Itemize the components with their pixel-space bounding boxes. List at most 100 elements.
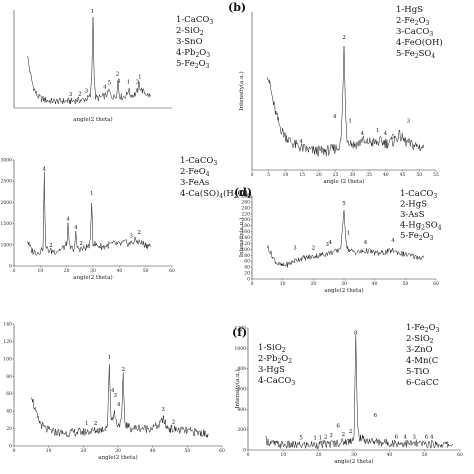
y-tick-label: 1500 xyxy=(1,221,13,227)
y-tick-label: 240 xyxy=(241,205,250,211)
peak-label: 1 xyxy=(348,119,352,125)
y-axis-label: Intensity(a.u.) xyxy=(238,218,245,257)
peak-label: 3 xyxy=(293,245,297,251)
x-tick-label: 10 xyxy=(280,281,286,287)
peak-label: 4 xyxy=(361,131,365,137)
x-tick-label: 30 xyxy=(90,268,96,274)
legend-entry: 5-Fe2​O3​ xyxy=(400,231,434,242)
y-tick-label: 200 xyxy=(241,217,250,223)
legend-entry: 4-Ca(SO)4​(H2​O)2​ xyxy=(180,188,252,200)
peak-label: 3 xyxy=(325,242,329,248)
x-tick-label: 15 xyxy=(299,172,305,178)
x-tick-label: 5 xyxy=(267,172,270,178)
x-tick-label: 45 xyxy=(400,172,406,178)
xrd-trace xyxy=(27,16,152,105)
peak-label: 4 xyxy=(74,225,78,231)
xrd-trace xyxy=(267,45,424,157)
peak-label: 4 xyxy=(117,402,121,408)
x-tick-label: 0 xyxy=(13,448,16,454)
peak-label: 3 xyxy=(135,80,139,86)
peak-label: 2 xyxy=(94,421,98,427)
peak-label: 3 xyxy=(407,119,411,125)
x-tick-label: 25 xyxy=(333,172,339,178)
y-tick-label: 80 xyxy=(244,253,250,259)
y-tick-label: 1000 xyxy=(1,242,13,248)
peak-label: 3 xyxy=(129,233,133,239)
x-axis-label: angle(2 theta) xyxy=(98,454,137,461)
peak-label: 2 xyxy=(121,367,125,373)
peak-label: 4 xyxy=(364,240,368,246)
y-tick-label: 80 xyxy=(6,374,12,380)
xrd-panel-c: 0 10 20 30 40 50 60010001500200025003000angle(… xyxy=(1,156,252,281)
x-tick-label: 30 xyxy=(349,172,355,178)
legend-entry: 4-Pb2​O3​ xyxy=(176,48,210,59)
peak-label: 4 xyxy=(111,388,115,394)
peak-label: 2 xyxy=(342,35,346,41)
x-tick-label: 40 xyxy=(383,172,389,178)
legend-entry: 3-FeAs xyxy=(180,178,209,188)
xrd-trace xyxy=(31,364,209,438)
y-tick-label: 800 xyxy=(237,366,246,372)
legend-entry: 3-AsS xyxy=(400,210,425,220)
x-tick-label: 30 xyxy=(341,281,347,287)
x-tick-label: 20 xyxy=(64,268,70,274)
x-tick-label: 0 xyxy=(247,452,250,458)
y-tick-label: 260 xyxy=(241,199,250,205)
peak-label: 6 xyxy=(373,413,377,419)
peak-label: 2 xyxy=(172,419,176,425)
peak-label: 1 xyxy=(138,75,142,81)
legend-entry: 3-HgS xyxy=(258,365,285,375)
x-tick-label: 60 xyxy=(169,268,175,274)
peak-label: 2 xyxy=(324,435,328,441)
peak-label: 1 xyxy=(108,355,112,361)
peak-label: 6 xyxy=(336,423,340,429)
x-tick-label: 50 xyxy=(422,452,428,458)
y-axis-label: Intensity(a.u.) xyxy=(234,369,241,408)
y-axis-label: Intensity(a.u.) xyxy=(238,71,245,110)
panel-letter: (b) xyxy=(228,1,246,14)
peak-label: 4 xyxy=(43,167,47,173)
y-tick-label: 1000 xyxy=(235,346,247,352)
y-tick-label: 20 xyxy=(244,271,250,277)
peak-label: 2 xyxy=(78,91,82,97)
xrd-trace xyxy=(265,334,454,449)
legend-entry: 3-ZnO xyxy=(406,345,433,355)
peak-label: 4 xyxy=(66,216,70,222)
legend-entry: 2-SiO2​ xyxy=(406,334,434,345)
y-tick-label: 2000 xyxy=(1,200,13,206)
legend-entry: 1-CaCO3​ xyxy=(180,156,217,167)
peak-label: 2 xyxy=(49,243,53,249)
peak-label: 8 xyxy=(354,331,358,337)
legend-entry: 4-Mn(C xyxy=(406,355,438,366)
peak-label: 3 xyxy=(412,435,416,441)
y-tick-label: 40 xyxy=(6,409,12,415)
legend-entry: 2-HgS xyxy=(400,200,427,210)
y-tick-label: 0 xyxy=(9,444,12,450)
x-tick-label: 30 xyxy=(115,448,121,454)
x-tick-label: 35 xyxy=(366,172,372,178)
y-tick-label: 120 xyxy=(3,339,12,345)
legend-entry: 2-FeO4​ xyxy=(180,167,210,178)
x-tick-label: 50 xyxy=(416,172,422,178)
peak-label: 1 xyxy=(127,80,131,86)
y-tick-label: 100 xyxy=(241,247,250,253)
y-tick-label: 20 xyxy=(6,426,12,432)
peak-label: 3 xyxy=(69,92,73,98)
xrd-trace xyxy=(267,209,424,268)
legend-entry: 1-SiO2​ xyxy=(258,343,286,354)
legend-entry: 1-CaCO3​ xyxy=(400,189,437,200)
peak-label: 3 xyxy=(161,407,165,413)
peak-label: 4 xyxy=(403,435,407,441)
y-tick-label: 120 xyxy=(241,241,250,247)
x-tick-label: 0 xyxy=(13,268,16,274)
peak-label: 4 xyxy=(117,79,121,85)
x-tick-label: 60 xyxy=(433,281,439,287)
peak-label: 3 xyxy=(329,433,333,439)
legend: 1-HgS2-Fe2​O3​3-CaCO3​4-FeO(OH)5-Fe2​SO4… xyxy=(396,5,443,60)
